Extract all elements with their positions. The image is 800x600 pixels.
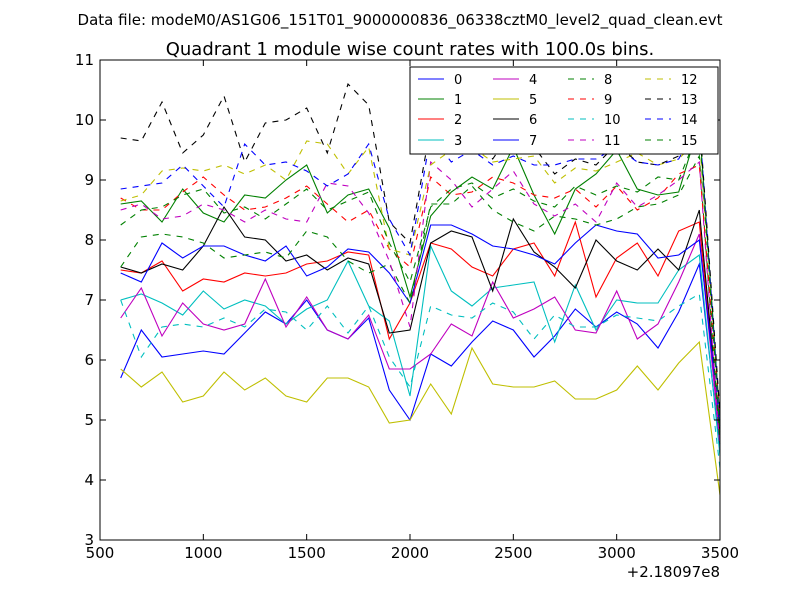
legend-label-0: 0 xyxy=(454,73,462,88)
x-offset-label: +2.18097e8 xyxy=(627,563,720,581)
legend-label-8: 8 xyxy=(604,73,612,88)
legend-label-11: 11 xyxy=(604,134,621,149)
series-10-line xyxy=(120,293,721,469)
legend-label-13: 13 xyxy=(681,93,698,108)
y-tick-label: 7 xyxy=(84,291,94,309)
y-tick-label: 6 xyxy=(84,351,94,369)
legend-label-5: 5 xyxy=(529,93,537,108)
y-tick-label: 11 xyxy=(75,51,94,69)
series-15-line xyxy=(120,128,721,433)
legend-label-2: 2 xyxy=(454,113,462,128)
series-4-line xyxy=(120,233,721,445)
x-tick-label: 500 xyxy=(86,544,115,562)
y-tick-label: 4 xyxy=(84,471,94,489)
series-2-line xyxy=(120,220,721,439)
legend-label-7: 7 xyxy=(529,134,537,149)
series-9-line xyxy=(120,164,721,421)
series-layer xyxy=(120,82,721,496)
legend-label-3: 3 xyxy=(454,134,462,149)
plot-frame xyxy=(99,59,721,541)
legend-label-4: 4 xyxy=(529,73,537,88)
series-5-line xyxy=(120,340,721,496)
x-tick-label: 1000 xyxy=(184,544,222,562)
legend-label-14: 14 xyxy=(681,113,698,128)
series-8-line xyxy=(120,154,721,445)
legend-label-15: 15 xyxy=(681,134,698,149)
x-tick-label: 2000 xyxy=(391,544,429,562)
series-13-line xyxy=(120,82,721,415)
series-14-line xyxy=(120,118,721,427)
y-tick-label: 5 xyxy=(84,411,94,429)
series-1-line xyxy=(120,122,721,421)
chart-title: Quadrant 1 module wise count rates with … xyxy=(166,39,655,60)
data-file-label: Data file: modeM0/AS1G06_151T01_90000008… xyxy=(78,11,723,30)
y-tick-label: 8 xyxy=(84,231,94,249)
legend-label-9: 9 xyxy=(604,93,612,108)
x-tick-label: 3000 xyxy=(598,544,636,562)
legend-label-10: 10 xyxy=(604,113,621,128)
y-tick-label: 9 xyxy=(84,171,94,189)
series-7-line xyxy=(120,224,721,427)
series-6-line xyxy=(120,205,721,433)
legend-label-6: 6 xyxy=(529,113,537,128)
legend-frame xyxy=(409,66,719,155)
x-tick-label: 3500 xyxy=(701,544,739,562)
legend-label-12: 12 xyxy=(681,73,698,88)
x-tick-label: 2500 xyxy=(494,544,532,562)
series-12-line xyxy=(120,136,721,421)
series-3-line xyxy=(120,244,721,457)
legend-label-1: 1 xyxy=(454,93,462,108)
y-tick-label: 3 xyxy=(84,531,94,549)
x-tick-label: 1500 xyxy=(288,544,326,562)
series-0-line xyxy=(120,261,721,451)
y-tick-label: 10 xyxy=(75,111,94,129)
